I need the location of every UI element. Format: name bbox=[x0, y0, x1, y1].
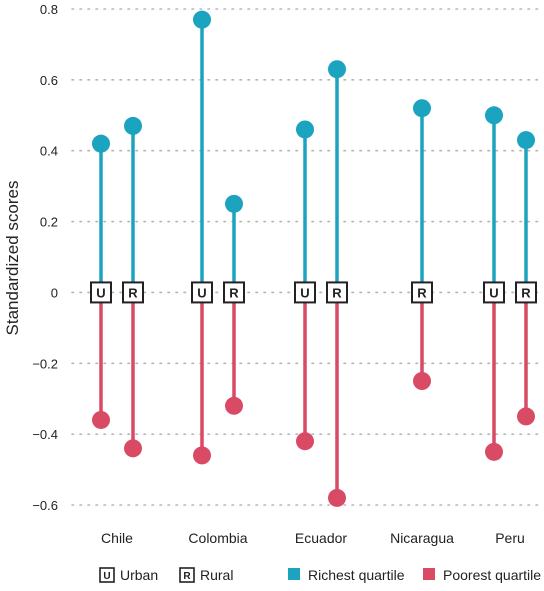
poorest-point bbox=[124, 439, 142, 458]
area-marker-box bbox=[411, 281, 433, 304]
x-axis-categories: Chile Colombia Ecuador Nicaragua Peru bbox=[101, 530, 525, 546]
richest-point bbox=[193, 10, 211, 29]
richest-point bbox=[92, 134, 110, 153]
y-axis-label: Standardized scores bbox=[3, 181, 22, 336]
area-marker-label: R bbox=[417, 285, 427, 300]
legend-label: Rural bbox=[200, 567, 233, 583]
legend-box-icon bbox=[99, 567, 115, 583]
area-marker-label: U bbox=[197, 285, 206, 300]
richest-point bbox=[124, 116, 142, 135]
area-marker-box bbox=[191, 281, 213, 304]
area-marker-label: U bbox=[300, 285, 309, 300]
y-axis-ticks: 0.8 0.6 0.4 0.2 0 −0.2 −0.4 −0.6 bbox=[32, 2, 58, 513]
area-marker-label: R bbox=[332, 285, 342, 300]
poorest-point bbox=[225, 396, 243, 415]
area-marker-box bbox=[483, 281, 505, 304]
category-label: Ecuador bbox=[295, 530, 347, 546]
poorest-point bbox=[517, 407, 535, 426]
poorest-point bbox=[193, 446, 211, 465]
category-label: Chile bbox=[101, 530, 133, 546]
poorest-point bbox=[92, 410, 110, 429]
y-tick-label: 0.8 bbox=[40, 2, 58, 17]
legend-label: Urban bbox=[120, 567, 158, 583]
area-marker-box bbox=[294, 281, 316, 304]
y-tick-label: −0.2 bbox=[32, 356, 58, 371]
richest-point bbox=[328, 60, 346, 79]
legend-label: Poorest quartile bbox=[443, 567, 541, 583]
area-marker-box bbox=[515, 281, 537, 304]
area-marker-label: R bbox=[128, 285, 138, 300]
richest-point bbox=[413, 99, 431, 118]
y-tick-label: 0.4 bbox=[40, 144, 58, 159]
area-marker-box bbox=[90, 281, 112, 304]
area-marker-box bbox=[122, 281, 144, 304]
legend-box-code: R bbox=[183, 571, 191, 582]
richest-point bbox=[296, 120, 314, 139]
category-label: Nicaragua bbox=[390, 530, 454, 546]
area-marker-box bbox=[326, 281, 348, 304]
richest-point bbox=[517, 131, 535, 150]
poorest-point bbox=[296, 432, 314, 451]
legend-label: Richest quartile bbox=[308, 567, 405, 583]
poorest-point bbox=[413, 372, 431, 390]
category-label: Colombia bbox=[188, 530, 247, 546]
area-marker-label: R bbox=[229, 285, 239, 300]
y-tick-label: 0.2 bbox=[40, 215, 58, 230]
area-marker-label: R bbox=[521, 285, 531, 300]
legend: U Urban R Rural Richest quartile Poorest quar… bbox=[99, 567, 541, 583]
richest-point bbox=[225, 194, 243, 213]
area-marker-label: U bbox=[96, 285, 105, 300]
legend-box-icon bbox=[179, 567, 195, 583]
y-tick-label: −0.6 bbox=[32, 498, 58, 513]
poorest-point bbox=[485, 442, 503, 461]
y-tick-label: 0.6 bbox=[40, 73, 58, 88]
area-marker-box bbox=[223, 281, 245, 304]
area-marker-label: U bbox=[489, 285, 498, 300]
legend-swatch bbox=[423, 568, 435, 580]
richest-point bbox=[485, 106, 503, 125]
y-tick-label: 0 bbox=[51, 285, 58, 300]
poorest-point bbox=[328, 488, 346, 507]
category-label: Peru bbox=[495, 530, 525, 546]
y-tick-label: −0.4 bbox=[32, 427, 58, 442]
legend-swatch bbox=[288, 568, 300, 580]
legend-box-code: U bbox=[103, 571, 110, 582]
